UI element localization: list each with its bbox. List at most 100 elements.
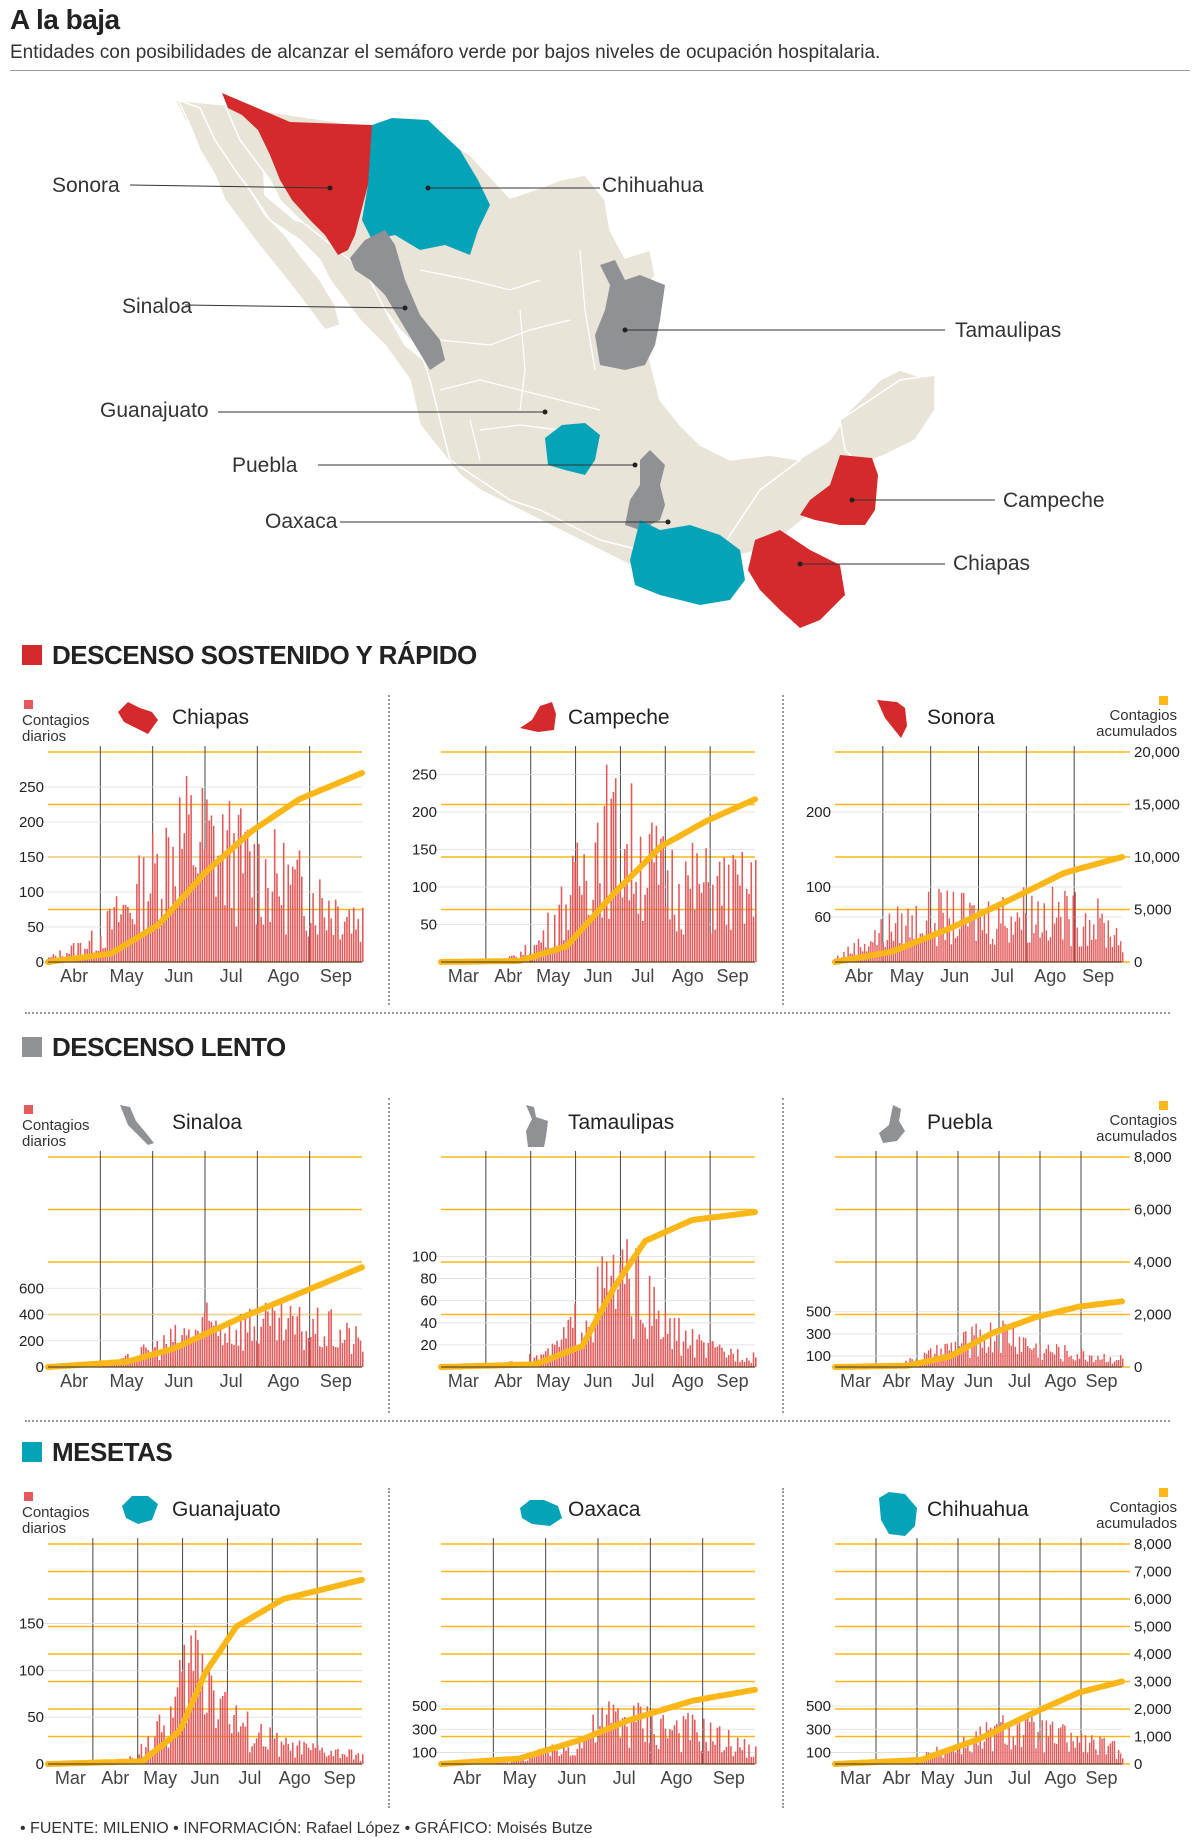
daily-bar: [1117, 1749, 1120, 1764]
daily-bar: [362, 1351, 364, 1367]
daily-bar: [576, 1749, 579, 1764]
footer-credits: • FUENTE: MILENIO • INFORMACIÓN: Rafael …: [20, 1820, 593, 1837]
daily-bar: [350, 1353, 353, 1367]
daily-bar: [249, 1308, 251, 1367]
daily-bar: [603, 1287, 606, 1367]
daily-bar: [732, 855, 734, 962]
daily-bar: [294, 1757, 296, 1764]
daily-bar: [285, 1329, 287, 1367]
daily-bar: [973, 905, 975, 962]
x-tick-label: Abr: [494, 1371, 522, 1391]
daily-bar: [1024, 1717, 1027, 1764]
daily-bar: [874, 930, 876, 962]
daily-bar: [1082, 1752, 1085, 1764]
daily-bar: [660, 1339, 662, 1367]
x-tick-label: Ago: [1044, 1768, 1076, 1788]
daily-bar: [1086, 1361, 1089, 1367]
daily-bar: [569, 1316, 572, 1367]
daily-bar: [312, 1318, 314, 1367]
daily-bar: [156, 853, 159, 962]
x-tick-label: May: [920, 1768, 954, 1788]
daily-bar: [689, 1345, 692, 1367]
daily-bar: [950, 1750, 953, 1764]
daily-bar: [553, 1745, 556, 1764]
daily-bar: [727, 864, 730, 962]
daily-bar: [1080, 1733, 1083, 1764]
daily-bar: [1062, 939, 1064, 962]
daily-bar: [359, 941, 362, 962]
daily-bar: [973, 1740, 975, 1764]
daily-bar: [269, 921, 271, 962]
daily-bar: [1101, 1738, 1103, 1764]
daily-bar: [556, 945, 558, 962]
daily-bar: [1082, 1351, 1085, 1367]
daily-bar: [269, 1325, 271, 1367]
daily-bar: [967, 1345, 969, 1367]
daily-bar: [954, 938, 957, 962]
daily-bar: [325, 1756, 328, 1764]
daily-bar: [1031, 1714, 1033, 1764]
daily-bar: [694, 1357, 696, 1367]
daily-bar: [255, 1340, 258, 1367]
daily-bar: [1088, 1742, 1091, 1764]
daily-bar: [147, 1736, 149, 1764]
daily-bar: [289, 1750, 292, 1764]
daily-bar: [682, 1341, 685, 1367]
daily-bar: [894, 923, 897, 962]
daily-bar: [357, 1753, 360, 1764]
daily-bar: [730, 1348, 732, 1367]
daily-bar: [285, 1737, 287, 1764]
daily-bar: [1035, 1343, 1037, 1367]
daily-bar: [339, 939, 341, 962]
map-label-oaxaca: Oaxaca: [265, 510, 338, 533]
daily-bar: [707, 1342, 710, 1367]
daily-bar: [644, 1327, 646, 1367]
left-tick-label: 200: [412, 804, 437, 821]
daily-bar: [140, 937, 143, 962]
daily-bar: [1070, 1355, 1072, 1367]
column-separator: [388, 1488, 390, 1808]
daily-bar: [723, 1351, 725, 1367]
daily-bar: [305, 930, 308, 962]
chart-state-label: Campeche: [568, 706, 670, 729]
daily-bar: [1010, 1749, 1012, 1764]
cumulative-axis-caption-2: acumulados: [1096, 723, 1177, 740]
daily-bar: [341, 934, 344, 962]
daily-bar: [572, 1755, 574, 1764]
daily-bar: [732, 1756, 734, 1764]
daily-bar: [172, 1717, 174, 1764]
x-tick-label: Ago: [660, 1768, 692, 1788]
daily-bar: [108, 908, 111, 962]
daily-bar: [971, 905, 973, 962]
daily-bar: [176, 1687, 179, 1764]
daily-bar: [310, 1750, 312, 1764]
daily-bar: [712, 884, 714, 962]
right-tick-label: 4,000: [1134, 1254, 1172, 1271]
daily-bar: [115, 896, 118, 962]
daily-bar: [565, 1750, 567, 1764]
daily-bar: [215, 1727, 217, 1764]
daily-bar: [129, 1362, 131, 1367]
daily-bar: [224, 1692, 226, 1764]
daily-bar: [574, 1303, 576, 1367]
daily-bar: [741, 851, 744, 962]
daily-bar: [140, 1743, 143, 1764]
daily-bar: [985, 1352, 988, 1367]
daily-bar: [863, 943, 866, 962]
daily-bar: [1070, 946, 1072, 962]
daily-bar: [282, 1340, 285, 1367]
left-tick-label: 40: [420, 1315, 437, 1332]
section-label: MESETAS: [52, 1437, 173, 1467]
daily-bar: [642, 1323, 644, 1367]
daily-bar: [913, 938, 915, 962]
daily-bar: [1020, 1351, 1023, 1367]
daily-bar: [1020, 1747, 1023, 1764]
daily-bar: [612, 1254, 615, 1367]
guanajuato-state: [545, 423, 600, 475]
daily-bar: [106, 911, 109, 962]
right-tick-label: 6,000: [1134, 1591, 1172, 1608]
daily-bar: [362, 1754, 364, 1764]
daily-bar: [212, 825, 215, 962]
chart-panel: Sinaloa Contagios diarios Abr May Jun Jul Ago Se…: [0, 1095, 390, 1420]
daily-bar: [199, 1690, 201, 1764]
